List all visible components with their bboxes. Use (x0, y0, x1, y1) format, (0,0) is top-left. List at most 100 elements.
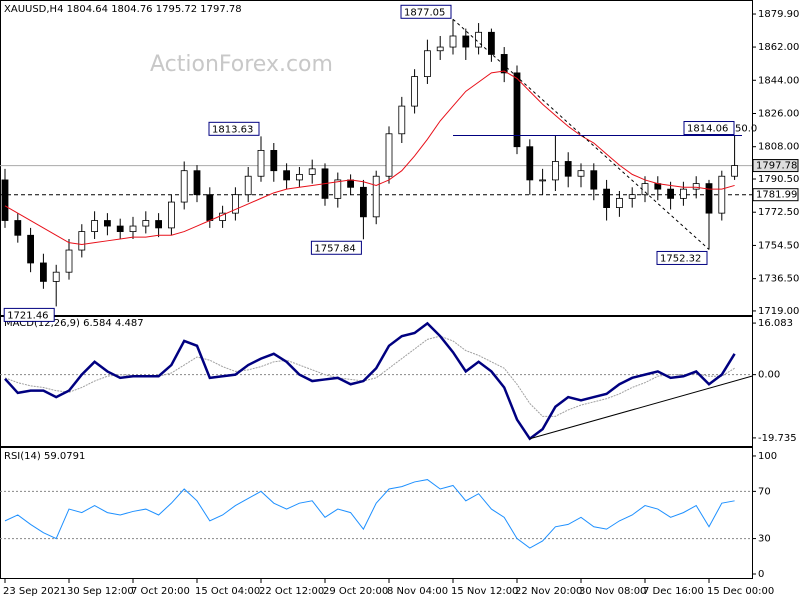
rsi-line (4, 479, 735, 549)
candle-body (462, 35, 470, 48)
candle-body (487, 31, 495, 55)
candle-body (539, 179, 546, 182)
candle-body (359, 186, 367, 218)
candle-body (513, 72, 521, 148)
candle-body (14, 220, 22, 236)
candle-body (155, 220, 163, 229)
pane (0, 18, 752, 307)
macd-trendline (529, 375, 752, 440)
y-tick-label: 100 (758, 451, 777, 462)
y-tick-label: 1772.50 (758, 207, 799, 218)
header-text: 1804.64 (67, 4, 108, 15)
fib-label: 50.0 (735, 124, 757, 135)
price-label-box (310, 240, 362, 255)
level-box (752, 159, 799, 173)
candle-body (372, 175, 380, 218)
x-tick-label: 22 Nov 20:00 (515, 586, 582, 597)
candle-body (616, 197, 623, 209)
level-label: 1781.99 (756, 190, 797, 201)
candle-body (116, 225, 124, 232)
y-tick-label: 0.00 (758, 370, 780, 381)
candle-body (692, 183, 700, 190)
moving-average (4, 70, 735, 246)
candle-body (193, 170, 201, 196)
pane-frame (0, 316, 753, 447)
y-tick-label: 1719.00 (758, 306, 799, 317)
price-label: 1814.06 (687, 124, 728, 135)
candle-body (244, 175, 252, 196)
x-tick-label: 23 Sep 2021 (3, 586, 66, 597)
header-text: MACD(12,26,9) (4, 318, 80, 329)
candle-body (52, 271, 60, 282)
header-text: RSI(14) (4, 451, 41, 462)
y-tick-label: -19.735 (758, 433, 797, 444)
candle-body (142, 220, 150, 227)
candle-body (219, 212, 227, 221)
macd-line (4, 335, 735, 417)
price-label: 1877.05 (404, 7, 445, 18)
price-label: 1721.46 (7, 310, 48, 321)
x-tick-label: 15 Dec 00:00 (707, 586, 774, 597)
price-label-box (656, 250, 708, 265)
y-tick-label: 1844.00 (758, 75, 799, 86)
candle-body (411, 76, 419, 107)
level-box (752, 188, 799, 202)
header-text: XAUUSD,H4 (4, 4, 63, 15)
y-tick-label: 1879.90 (758, 9, 799, 20)
header-text: 4.487 (115, 318, 144, 329)
y-tick-label: 1862.00 (758, 42, 799, 53)
header-text: 1797.78 (200, 4, 241, 15)
header-text: 1795.72 (156, 4, 197, 15)
candle-body (590, 170, 598, 190)
price-label-box (3, 307, 55, 322)
x-tick-label: 15 Oct 04:00 (195, 586, 260, 597)
y-tick-label: 1736.50 (758, 274, 799, 285)
candle-body (500, 54, 508, 74)
x-tick-label: 30 Sep 12:00 (67, 586, 134, 597)
price-label: 1752.32 (660, 253, 701, 264)
candle-body (718, 175, 726, 214)
candle-body (78, 231, 86, 251)
candle-body (270, 149, 278, 172)
candle-body (449, 35, 457, 48)
candle-body (308, 168, 316, 175)
candle-body (231, 194, 239, 214)
candle-body (564, 161, 572, 177)
candle-body (1, 179, 9, 221)
y-tick-label: 70 (758, 486, 771, 497)
candle-body (295, 173, 303, 181)
y-tick-label: 1808.00 (758, 142, 799, 153)
candle-body (257, 149, 265, 177)
y-tick-label: 1754.50 (758, 240, 799, 251)
trendline (452, 18, 710, 250)
macd-line (4, 321, 736, 441)
candle-body (180, 170, 188, 203)
x-tick-label: 8 Nov 04:00 (387, 586, 448, 597)
candle-body (526, 146, 534, 181)
candle-body (129, 225, 137, 232)
candle-body (603, 188, 610, 209)
candle-body (552, 161, 559, 181)
candle-body (641, 183, 649, 196)
candle-body (398, 105, 406, 135)
candle-body (65, 249, 73, 273)
candle-body (731, 165, 738, 177)
y-tick-label: 30 (758, 534, 771, 545)
pane-header: RSI(14) 59.0791 (4, 451, 85, 462)
x-tick-label: 7 Dec 16:00 (643, 586, 704, 597)
candle-body (283, 170, 291, 181)
y-tick-label: 1826.00 (758, 108, 799, 119)
candle-body (577, 170, 585, 177)
level-label: 1797.78 (756, 161, 797, 172)
header-text: 1804.76 (111, 4, 152, 15)
x-tick-label: 7 Oct 20:00 (131, 586, 190, 597)
price-label: 1813.63 (212, 124, 253, 135)
candle-body (167, 201, 175, 229)
x-tick-label: 29 Oct 20:00 (323, 586, 388, 597)
y-tick-label: 0 (758, 569, 764, 580)
candle-body (104, 220, 111, 227)
pane (0, 321, 752, 441)
candle-body (705, 183, 713, 214)
candle-body (385, 133, 393, 177)
